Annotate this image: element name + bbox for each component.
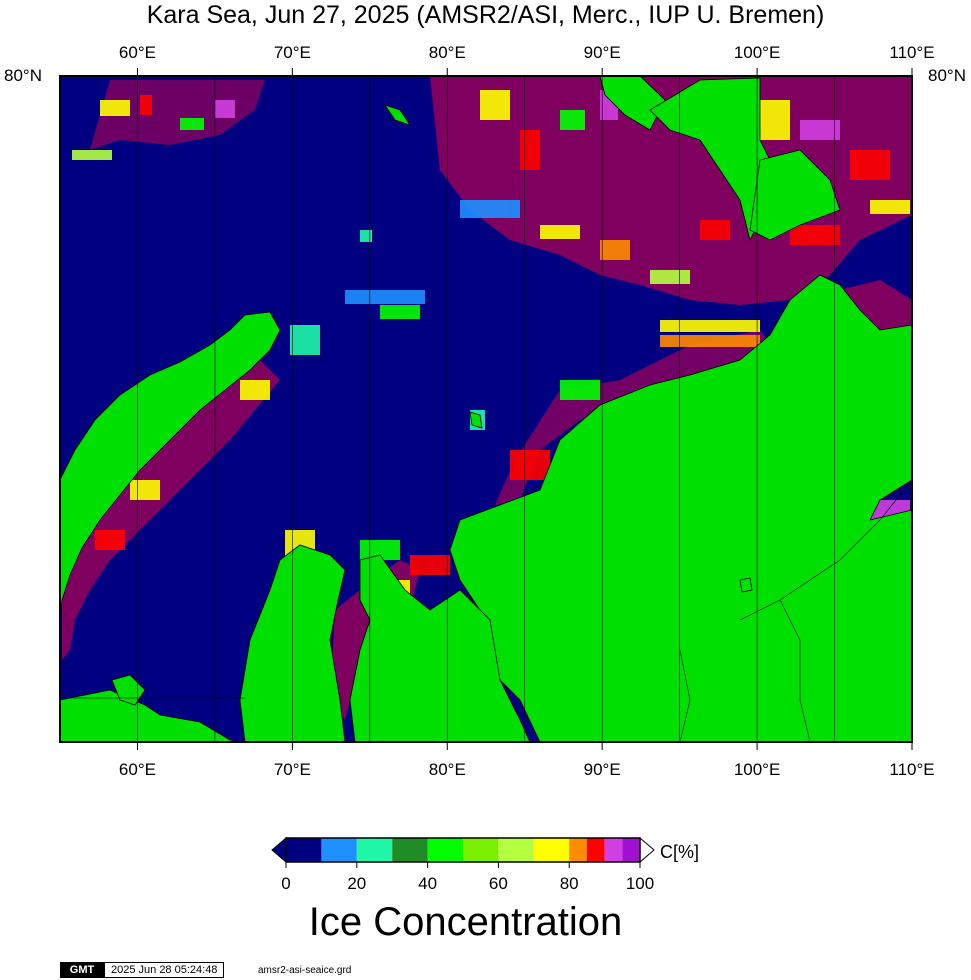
gydan-peninsula xyxy=(349,554,531,742)
colorbar-unit-label: C[%] xyxy=(660,842,700,862)
bottom-lon-label: 60°E xyxy=(118,760,156,779)
gmt-timestamp: 2025 Jun 28 05:24:48 xyxy=(104,962,225,978)
bolshevik-island xyxy=(749,149,841,241)
colorbar-swatch xyxy=(427,838,463,862)
colorbar-swatch xyxy=(356,838,393,862)
map-area xyxy=(60,76,912,742)
islet-3 xyxy=(739,577,753,593)
top-lon-label: 110°E xyxy=(889,43,935,62)
bottom-lon-label: 70°E xyxy=(273,760,311,779)
colorbar-tick-label: 40 xyxy=(418,874,438,893)
colorbar-swatch xyxy=(392,838,428,862)
sea-ice-layer xyxy=(62,76,912,720)
colorbar-high-triangle xyxy=(639,836,655,864)
colorbar-swatch xyxy=(604,838,623,862)
colorbar-swatch xyxy=(569,838,587,862)
ice-field-northwest xyxy=(90,80,265,150)
colorbar-swatch xyxy=(286,838,322,862)
top-lon-label: 70°E xyxy=(273,43,311,62)
colorbar-low-triangle xyxy=(271,836,287,864)
vaygach-island xyxy=(111,674,146,706)
bottom-lon-label: 80°E xyxy=(428,760,466,779)
bottom-lon-label: 90°E xyxy=(583,760,621,779)
colorbar-tick-label: 60 xyxy=(488,874,508,893)
islet-2 xyxy=(469,411,483,429)
axis-ticks xyxy=(136,68,913,750)
top-lon-label: 100°E xyxy=(733,43,781,62)
severnaya-zemlya-west xyxy=(599,76,666,131)
colorbar-title: Ice Concentration xyxy=(308,900,623,944)
colorbar-swatch xyxy=(498,838,534,862)
novaya-zemlya xyxy=(60,311,281,621)
river-lines xyxy=(60,479,912,742)
right-lat-label: 80°N xyxy=(928,66,966,85)
grid-filename: amsr2-asi-seaice.grd xyxy=(258,965,352,976)
colorbar-tick-label: 0 xyxy=(281,874,291,893)
colorbar-frame xyxy=(285,837,641,863)
left-lat-label: 80°N xyxy=(4,66,42,85)
gmt-logo: GMT xyxy=(60,962,104,978)
map-frame xyxy=(59,75,913,743)
islet-1 xyxy=(384,104,411,126)
page-title: Kara Sea, Jun 27, 2025 (AMSR2/ASI, Merc.… xyxy=(146,1,825,29)
colorbar-swatch xyxy=(463,838,499,862)
colorbar-swatch xyxy=(321,838,357,862)
top-lon-label: 80°E xyxy=(428,43,466,62)
colorbar-tick-label: 80 xyxy=(559,874,579,893)
colorbar-swatch xyxy=(622,838,640,862)
colorbar-swatch xyxy=(586,838,605,862)
colorbar xyxy=(271,836,655,868)
ice-field-north-center xyxy=(430,76,912,305)
colorbar-tick-label: 20 xyxy=(347,874,367,893)
bottom-lon-label: 110°E xyxy=(889,760,935,779)
bottom-lon-label: 100°E xyxy=(733,760,781,779)
top-lon-label: 90°E xyxy=(583,43,621,62)
colorbar-tick-label: 100 xyxy=(625,874,655,893)
colorbar-swatch xyxy=(533,838,570,862)
top-lon-label: 60°E xyxy=(118,43,156,62)
ice-band-novaya-zemlya xyxy=(62,350,280,660)
graticule xyxy=(137,76,835,742)
